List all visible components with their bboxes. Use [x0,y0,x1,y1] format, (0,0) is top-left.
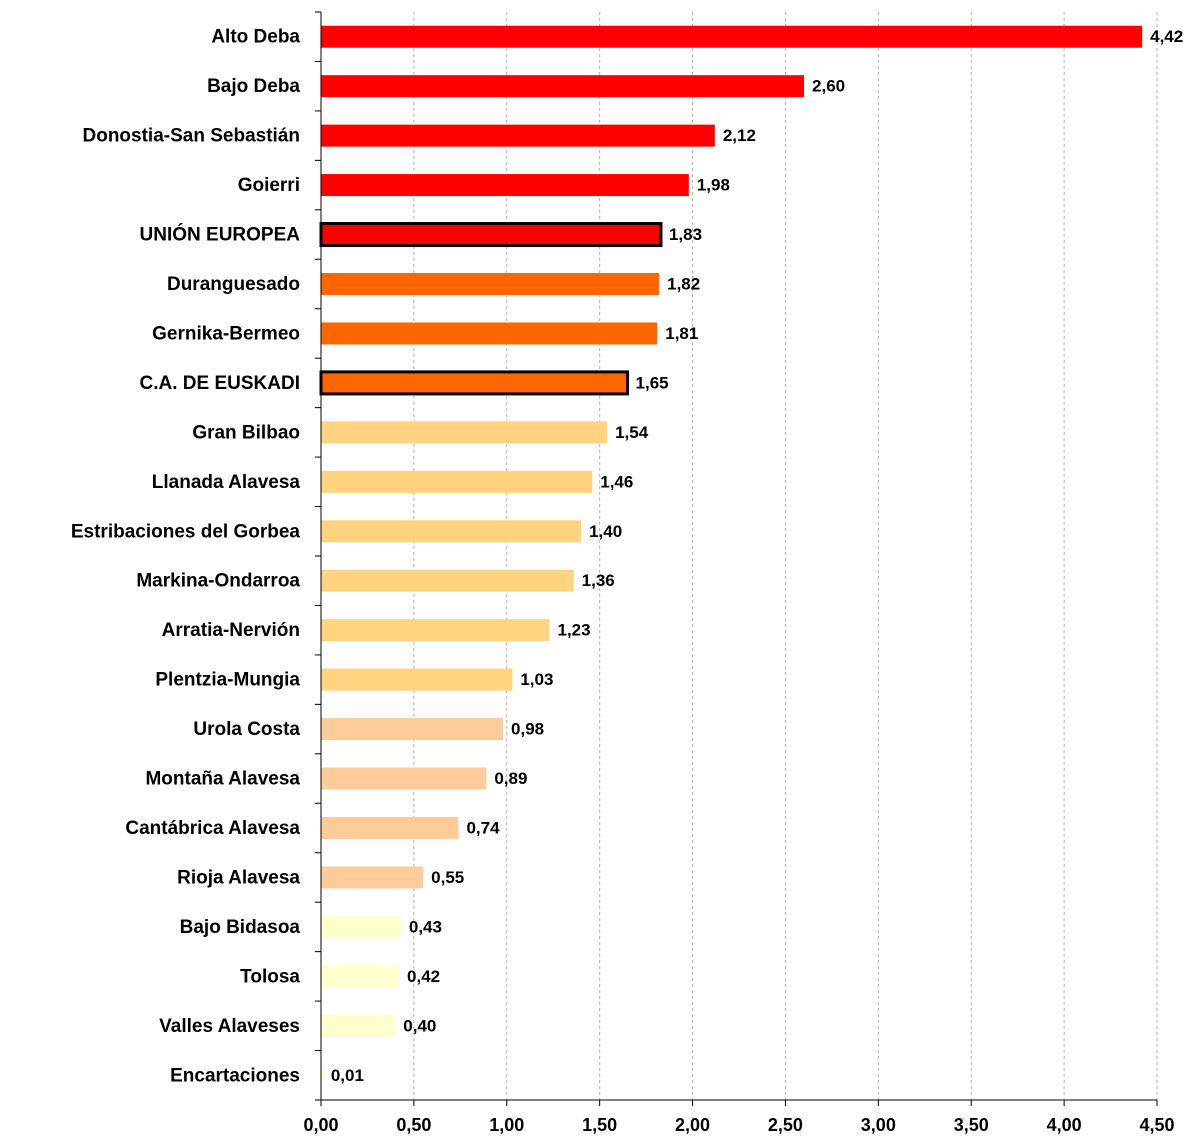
x-tick-label: 0,50 [396,1115,431,1135]
y-tick-label: Goierri [238,175,300,196]
bar [321,767,487,790]
value-label: 1,65 [636,373,669,392]
x-tick-label: 1,50 [582,1115,617,1135]
bar [321,619,550,642]
value-label: 2,12 [723,126,756,145]
x-tick-label: 2,50 [768,1115,803,1135]
value-label: 0,40 [403,1016,436,1035]
value-label: 1,98 [697,176,730,195]
y-tick-label: Estribaciones del Gorbea [71,521,301,542]
bar [321,520,582,543]
bar [321,273,660,295]
value-label: 1,23 [558,621,591,640]
y-tick-label: Llanada Alavesa [152,472,301,493]
bar [321,569,574,592]
y-tick-label: Gernika-Bermeo [152,323,300,344]
y-tick-label: Encartaciones [170,1065,300,1086]
value-label: 0,74 [466,818,500,837]
x-tick-label: 2,00 [675,1115,710,1135]
bar [319,370,630,396]
y-tick-label: Bajo Bidasoa [180,917,301,938]
value-label: 1,82 [667,274,700,293]
y-tick-label: Valles Alaveses [159,1016,300,1037]
bar [321,470,593,493]
y-tick-label: Gran Bilbao [192,422,300,443]
y-tick-label: Cantábrica Alavesa [125,818,300,839]
bar [321,1014,396,1037]
y-tick-label: Montaña Alavesa [145,769,300,790]
bar [321,965,400,988]
bar [321,866,424,889]
value-label: 0,89 [494,769,527,788]
bar [321,421,608,444]
value-label: 1,46 [600,472,633,491]
y-tick-label: Plentzia-Mungia [155,670,300,691]
bar [321,25,1143,48]
y-tick-label: UNIÓN EUROPEA [140,224,301,246]
value-label: 1,40 [589,522,622,541]
y-tick-label: Markina-Ondarroa [136,571,300,592]
y-tick-label: Tolosa [240,966,300,987]
value-label: 0,01 [331,1066,364,1085]
bar [321,322,658,345]
y-tick-label: Urola Costa [193,719,300,740]
value-label: 1,36 [582,571,615,590]
value-label: 0,98 [511,720,544,739]
bar [321,817,459,839]
bar [321,174,689,197]
value-label: 1,54 [615,423,649,442]
y-tick-label: Bajo Deba [207,76,300,97]
bar [321,1064,323,1087]
bar [321,124,715,147]
value-label: 1,83 [669,225,702,244]
value-label: 4,42 [1150,27,1183,46]
y-tick-label: Arratia-Nervión [162,620,300,641]
value-label: 2,60 [812,77,845,96]
value-label: 1,81 [665,324,698,343]
value-label: 0,43 [409,917,442,936]
y-tick-label: Rioja Alavesa [177,867,300,888]
x-tick-label: 3,00 [861,1115,896,1135]
bar [321,75,805,98]
x-tick-label: 1,00 [489,1115,524,1135]
x-tick-label: 4,00 [1047,1115,1082,1135]
bar [321,718,504,741]
y-tick-label: Alto Deba [211,27,300,48]
y-tick-label: Duranguesado [167,274,300,295]
x-tick-label: 3,50 [954,1115,989,1135]
value-label: 0,55 [431,868,464,887]
x-tick-label: 0,00 [303,1115,338,1135]
value-label: 1,03 [520,670,553,689]
bar [321,668,513,691]
bar [321,915,401,938]
y-tick-label: Donostia-San Sebastián [83,126,301,147]
x-tick-label: 4,50 [1139,1115,1174,1135]
value-label: 0,42 [407,967,440,986]
y-tick-label: C.A. DE EUSKADI [140,373,300,394]
bar [319,222,663,248]
